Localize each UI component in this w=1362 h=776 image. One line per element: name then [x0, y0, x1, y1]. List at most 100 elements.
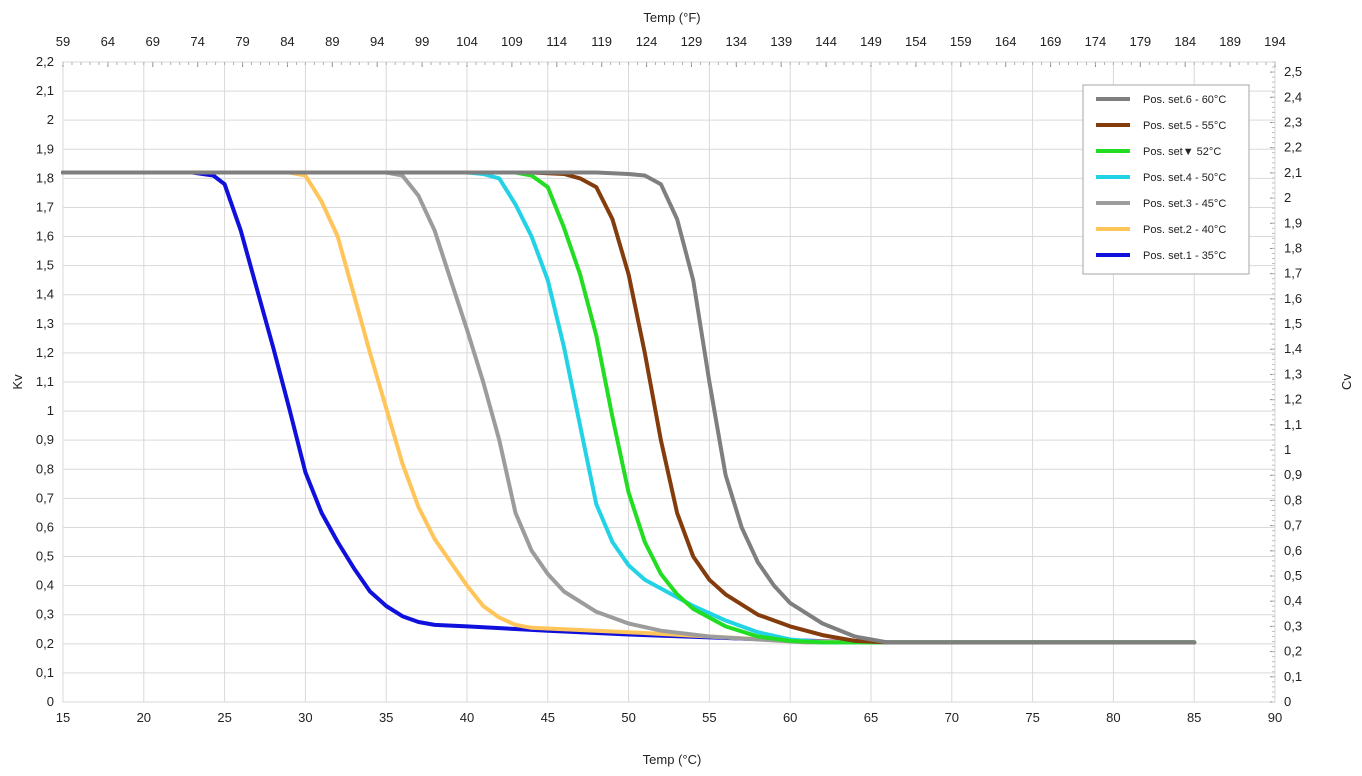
x2-tick-label: 179 [1129, 34, 1151, 49]
x2-tick-label: 79 [235, 34, 249, 49]
series-line [61, 170, 1197, 645]
y-tick-label: 1,8 [36, 170, 54, 185]
x2-axis-title: Temp (°F) [643, 10, 700, 25]
y-tick-label: 1,7 [36, 199, 54, 214]
legend-label: Pos. set▼ 52°C [1143, 146, 1221, 158]
x2-tick-label: 59 [56, 34, 70, 49]
x2-tick-label: 159 [950, 34, 972, 49]
y2-tick-label: 1,1 [1284, 417, 1302, 432]
y2-tick-label: 1 [1284, 442, 1291, 457]
legend-box [1082, 84, 1250, 275]
x2-tick-label: 109 [501, 34, 523, 49]
minor-ticks [62, 61, 1276, 703]
y2-tick-label: 1,2 [1284, 392, 1302, 407]
y2-tick-label: 1,5 [1284, 316, 1302, 331]
x2-tick-label: 104 [456, 34, 478, 49]
y-tick-label: 2 [47, 112, 54, 127]
y-tick-label: 0,9 [36, 432, 54, 447]
y2-tick-label: 1,7 [1284, 266, 1302, 281]
y-tick-label: 1 [47, 403, 54, 418]
y-tick-label: 0,4 [36, 578, 54, 593]
x-tick-label: 90 [1268, 710, 1282, 725]
x2-tick-label: 114 [546, 34, 567, 49]
x2-tick-label: 189 [1219, 34, 1241, 49]
y2-tick-label: 2,3 [1284, 114, 1302, 129]
x2-tick-label: 69 [146, 34, 160, 49]
x2-tick-label: 134 [725, 34, 747, 49]
x-tick-label: 35 [379, 710, 393, 725]
grid-lines [62, 61, 1276, 703]
tick-labels: 0 0,1 0,2 0,3 0,4 0,5 0,6 0,7 0,8 0,9 1 1,1 1,2 1,3 1,… [36, 34, 1302, 725]
y2-tick-label: 2,2 [1284, 140, 1302, 155]
y-tick-label: 0 [47, 694, 54, 709]
y2-tick-label: 0,8 [1284, 492, 1302, 507]
y-tick-label: 1,5 [36, 258, 54, 273]
x-tick-label: 70 [945, 710, 959, 725]
y-tick-label: 0,6 [36, 519, 54, 534]
x-tick-label: 30 [298, 710, 312, 725]
y-tick-label: 1,9 [36, 141, 54, 156]
y-tick-label: 2,1 [36, 83, 54, 98]
legend-label: Pos. set.5 - 55°C [1143, 120, 1226, 132]
y2-tick-label: 1,9 [1284, 215, 1302, 230]
x2-tick-label: 174 [1085, 34, 1107, 49]
series-line [61, 170, 1197, 645]
x-tick-label: 55 [702, 710, 716, 725]
x2-tick-label: 129 [681, 34, 703, 49]
x2-tick-label: 64 [101, 34, 115, 49]
x2-tick-label: 94 [370, 34, 384, 49]
y2-tick-label: 2 [1284, 190, 1291, 205]
y-tick-label: 0,5 [36, 549, 54, 564]
y2-tick-label: 0,7 [1284, 518, 1302, 533]
y-tick-label: 0,8 [36, 461, 54, 476]
y-tick-label: 0,7 [36, 490, 54, 505]
y2-tick-label: 2,1 [1284, 165, 1302, 180]
x2-tick-label: 184 [1174, 34, 1196, 49]
series-line [61, 170, 1197, 645]
legend-label: Pos. set.1 - 35°C [1143, 250, 1226, 262]
x-axis-title: Temp (°C) [643, 752, 702, 767]
x-tick-label: 40 [460, 710, 474, 725]
x2-tick-label: 164 [995, 34, 1017, 49]
x-tick-label: 45 [541, 710, 555, 725]
y-tick-label: 0,1 [36, 665, 54, 680]
y2-tick-label: 2,4 [1284, 89, 1302, 104]
x-tick-label: 50 [621, 710, 635, 725]
y2-tick-label: 1,3 [1284, 366, 1302, 381]
y-tick-label: 1,3 [36, 316, 54, 331]
y2-tick-label: 2,5 [1284, 64, 1302, 79]
x-tick-label: 80 [1106, 710, 1120, 725]
y-tick-label: 1,6 [36, 229, 54, 244]
x2-tick-label: 169 [1040, 34, 1062, 49]
y2-tick-label: 1,8 [1284, 240, 1302, 255]
y-tick-label: 1,1 [36, 374, 54, 389]
y-tick-label: 1,2 [36, 345, 54, 360]
x2-tick-label: 144 [815, 34, 837, 49]
legend-label: Pos. set.6 - 60°C [1143, 94, 1226, 106]
y-axis-title: Kv [10, 374, 25, 390]
x-tick-label: 60 [783, 710, 797, 725]
y2-tick-label: 0,1 [1284, 669, 1302, 684]
x2-tick-label: 139 [770, 34, 792, 49]
x2-tick-label: 119 [591, 34, 612, 49]
y2-tick-label: 0,3 [1284, 618, 1302, 633]
legend-label: Pos. set.3 - 45°C [1143, 198, 1226, 210]
x2-tick-label: 194 [1264, 34, 1286, 49]
x2-tick-label: 89 [325, 34, 339, 49]
y-tick-label: 0,2 [36, 636, 54, 651]
y2-tick-label: 0,6 [1284, 543, 1302, 558]
x-tick-label: 25 [217, 710, 231, 725]
x2-tick-label: 154 [905, 34, 927, 49]
x2-tick-label: 149 [860, 34, 882, 49]
y-tick-label: 1,4 [36, 287, 54, 302]
x-tick-label: 15 [56, 710, 70, 725]
series-line [61, 170, 1197, 645]
series-line [61, 170, 1197, 645]
x2-tick-label: 99 [415, 34, 429, 49]
legend-label: Pos. set.2 - 40°C [1143, 224, 1226, 236]
y2-tick-label: 1,6 [1284, 291, 1302, 306]
y2-tick-label: 0,5 [1284, 568, 1302, 583]
y2-axis-title: Cv [1339, 374, 1354, 390]
series-line [61, 170, 1197, 645]
